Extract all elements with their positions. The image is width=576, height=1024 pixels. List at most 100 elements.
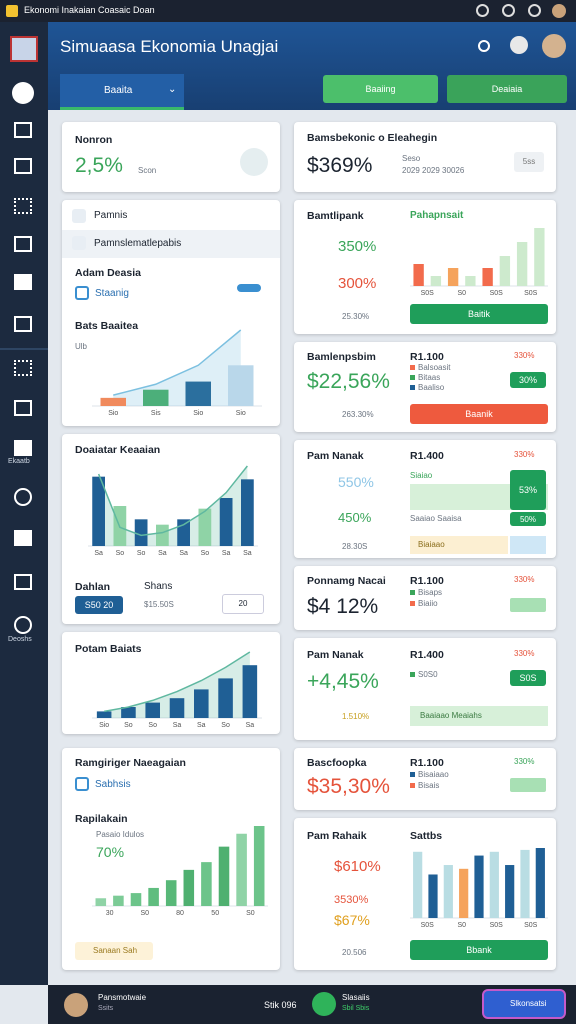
badge	[510, 598, 546, 612]
card-title: Ramgiriger Naeagaian	[75, 757, 186, 769]
nav-icon[interactable]	[14, 316, 32, 332]
nav-icon[interactable]	[14, 274, 32, 290]
bar	[413, 264, 424, 286]
mini-chart: Sio So So Sa Sa So Sa	[92, 651, 262, 729]
nav-icon[interactable]	[14, 440, 32, 456]
legend-swatch	[410, 601, 415, 607]
filter-row[interactable]: Pamnslematlepabis	[94, 238, 182, 249]
action-button[interactable]: Slkonsatsi	[482, 989, 566, 1019]
nav-icon[interactable]	[14, 122, 32, 138]
nav-icon[interactable]	[14, 400, 32, 416]
x-label: Sa	[197, 722, 206, 729]
chart-title: Pahapnsait	[410, 210, 464, 221]
card-title: Pam Nanak	[307, 450, 364, 462]
x-label: So	[124, 722, 133, 729]
legend-item: Baaliso	[410, 383, 444, 392]
x-label: Sa	[246, 722, 255, 729]
area	[104, 652, 250, 718]
nav-icon[interactable]	[14, 236, 32, 252]
card-label: Nonron	[75, 134, 113, 146]
nav-icon[interactable]	[14, 574, 32, 590]
bar	[156, 524, 169, 546]
badge-label: 30%	[518, 375, 537, 385]
bar	[534, 228, 545, 286]
field-label: Dahlan	[75, 581, 111, 593]
value-button[interactable]: S50 20	[75, 596, 123, 614]
legend: Saaiao Saaisa	[410, 514, 462, 523]
status-icon[interactable]	[312, 992, 336, 1016]
action-button[interactable]: Baaiing	[323, 75, 438, 103]
bar	[198, 508, 212, 546]
x-label: S0	[246, 910, 255, 917]
side-value: 330%	[514, 575, 535, 584]
bar	[505, 865, 515, 918]
stepper[interactable]: 20	[222, 594, 264, 614]
x-label: S0S	[490, 922, 504, 929]
nav-icon[interactable]	[14, 158, 32, 174]
area	[113, 330, 241, 406]
action-button[interactable]: Baanik	[410, 404, 548, 424]
action-button[interactable]: Baitik	[410, 304, 548, 324]
x-label: So	[148, 722, 157, 729]
side-value: 330%	[514, 757, 535, 766]
nav-icon[interactable]	[14, 530, 32, 546]
bar	[145, 702, 160, 718]
x-label: S0S	[421, 290, 435, 297]
stat: Stik 096	[264, 1000, 297, 1010]
legend-label: Bitaas	[418, 373, 441, 382]
mini-chart: S0S S0 S0S S0S	[410, 228, 548, 297]
nav-icon[interactable]	[14, 616, 32, 634]
filter-row[interactable]: Pamnis	[94, 210, 128, 221]
action-button[interactable]: Bbank	[410, 940, 548, 960]
field-value: $15.50S	[144, 600, 174, 609]
option[interactable]: Sabhsis	[95, 779, 131, 790]
status-sub: Sbil Sbis	[342, 1005, 370, 1012]
x-label: Sis	[151, 410, 161, 417]
legend-item: Bitaas	[410, 373, 440, 382]
avatar[interactable]	[542, 34, 566, 58]
bar	[447, 268, 459, 286]
x-label: Sio	[99, 722, 109, 729]
bar	[489, 851, 499, 918]
button-label: S50 20	[84, 600, 114, 610]
avatar[interactable]	[64, 993, 88, 1017]
bar	[194, 689, 209, 718]
chart-caption: Pasaio Idulos	[96, 830, 145, 839]
nav-label: Ekaatb	[8, 458, 30, 465]
card-value: $22,56%	[307, 370, 390, 393]
x-label: 50	[211, 910, 219, 917]
footer-bar	[510, 536, 546, 554]
page-title: Simuaasa Ekonomia Unagjai	[60, 37, 279, 56]
x-label: S0S	[421, 922, 435, 929]
tab[interactable]: Baaita ⌄	[60, 74, 184, 110]
toggle[interactable]	[237, 284, 261, 292]
stat-card: Ponnamg Nacai $4 12% R1.100 330% Bisaps …	[294, 566, 556, 630]
legend-label: Balsoasit	[418, 363, 451, 372]
nav-icon[interactable]	[14, 488, 32, 506]
chart-title: Bats Baaitea	[75, 320, 139, 332]
row-value: 300%	[338, 275, 377, 292]
logo	[10, 36, 38, 62]
avatar[interactable]	[552, 4, 566, 18]
icon-button[interactable]	[240, 148, 268, 176]
badge-label: 50%	[519, 514, 536, 524]
growth-card: Ramgiriger Naeagaian Sabhsis Rapilakain …	[62, 748, 280, 970]
notification-icon[interactable]	[510, 36, 528, 54]
bar	[459, 868, 469, 918]
bar	[228, 365, 254, 406]
icon	[75, 777, 89, 791]
nav-icon[interactable]	[14, 198, 32, 214]
bar	[516, 242, 528, 286]
row-value: $610%	[334, 858, 381, 875]
bar	[185, 381, 211, 406]
badge	[510, 778, 546, 792]
nav-icon[interactable]	[12, 82, 34, 104]
legend-label: S0S0	[418, 670, 438, 679]
settings-icon[interactable]	[478, 40, 490, 52]
summary-card: Nonron 2,5% Scon	[62, 122, 280, 192]
nav-icon[interactable]	[14, 360, 32, 376]
legend-item: S0S0	[410, 670, 438, 679]
action-button[interactable]: Deaiaia	[447, 75, 567, 103]
button-label: Baitik	[467, 309, 490, 319]
